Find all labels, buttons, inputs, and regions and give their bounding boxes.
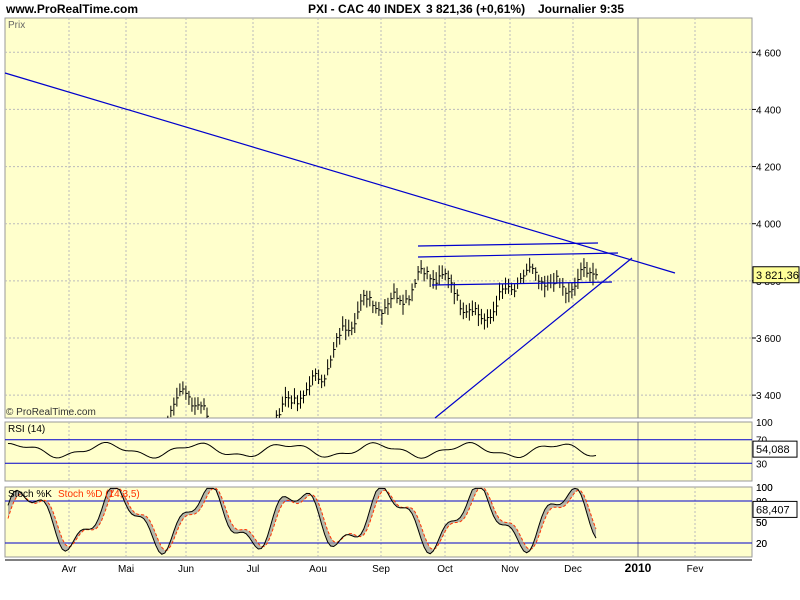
osc-tick-label: 30 bbox=[756, 459, 768, 470]
watermark: © ProRealTime.com bbox=[6, 407, 96, 418]
price-panel-label: Prix bbox=[8, 20, 25, 31]
y-tick-label: 4 400 bbox=[756, 105, 781, 116]
x-tick-label: Oct bbox=[437, 564, 453, 575]
y-tick-label: 4 000 bbox=[756, 220, 781, 231]
osc-tick-label: 100 bbox=[756, 483, 773, 494]
osc-tick-label: 50 bbox=[756, 518, 768, 529]
channel-top bbox=[417, 242, 599, 247]
stoch-d-line bbox=[7, 487, 597, 551]
osc-tick-label: 100 bbox=[756, 483, 773, 494]
y-tick-label: 3 400 bbox=[756, 391, 781, 402]
rsi-last-value: 54,088 bbox=[756, 444, 790, 456]
x-tick-label: Aou bbox=[309, 564, 327, 575]
stoch-k-line bbox=[7, 487, 597, 555]
last-price-label: 3 821,36 bbox=[756, 270, 799, 282]
osc-tick-label: 100 bbox=[756, 418, 773, 429]
x-tick-label: Sep bbox=[372, 564, 390, 575]
last-price-box bbox=[752, 266, 800, 284]
rsi-line bbox=[7, 441, 597, 459]
rsi-value-box bbox=[752, 440, 798, 458]
x-tick-label: Nov bbox=[501, 564, 519, 575]
x-tick-label: Jul bbox=[247, 564, 260, 575]
period-label: Journalier bbox=[538, 2, 597, 16]
rsi-panel-label: RSI (14) bbox=[8, 424, 45, 435]
x-tick-label: Avr bbox=[62, 564, 77, 575]
price-panel bbox=[4, 17, 753, 419]
channel-middle bbox=[417, 252, 619, 258]
stoch-fill bbox=[8, 488, 596, 555]
osc-tick-label: 50 bbox=[756, 518, 768, 529]
site-name: www.ProRealTime.com bbox=[6, 2, 139, 16]
x-tick-label: Fev bbox=[687, 564, 704, 575]
stoch-d-label: Stoch %D (14,3,5) bbox=[58, 489, 140, 500]
trendline-support bbox=[434, 257, 633, 419]
y-tick-label: 3 600 bbox=[756, 334, 781, 345]
osc-tick-label: 20 bbox=[756, 539, 768, 550]
channel-bottom bbox=[431, 281, 613, 286]
time-label: 9:35 bbox=[600, 2, 625, 16]
rsi-panel bbox=[4, 421, 753, 482]
x-tick-label: Dec bbox=[564, 564, 582, 575]
stoch-last-value: 68,407 bbox=[756, 504, 790, 516]
stoch-value-box bbox=[752, 500, 798, 518]
y-tick-label: 4 600 bbox=[756, 48, 781, 59]
x-tick-label: Jun bbox=[178, 564, 194, 575]
trendline-resistance bbox=[4, 72, 676, 274]
osc-tick-label: 20 bbox=[756, 539, 768, 550]
x-tick-label: 2010 bbox=[625, 561, 652, 575]
stoch-k-label: Stoch %K bbox=[8, 489, 52, 500]
y-tick-label: 4 200 bbox=[756, 163, 781, 174]
chart-title: PXI - CAC 40 INDEX bbox=[308, 2, 421, 16]
last-value-header: 3 821,36 (+0,61%) bbox=[426, 2, 526, 16]
x-tick-label: Mai bbox=[118, 564, 134, 575]
stoch-panel bbox=[4, 486, 753, 558]
